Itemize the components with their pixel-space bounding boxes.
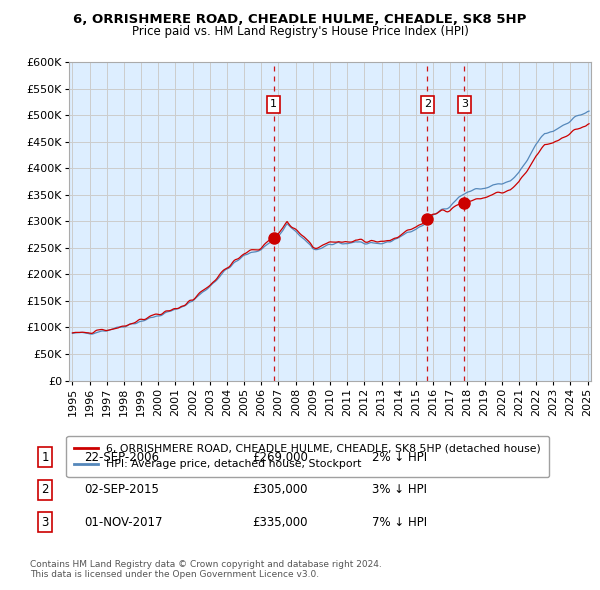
Text: 3% ↓ HPI: 3% ↓ HPI xyxy=(372,483,427,496)
Text: 3: 3 xyxy=(41,516,49,529)
Text: £269,000: £269,000 xyxy=(252,451,308,464)
Text: 7% ↓ HPI: 7% ↓ HPI xyxy=(372,516,427,529)
Text: £335,000: £335,000 xyxy=(252,516,308,529)
Text: Price paid vs. HM Land Registry's House Price Index (HPI): Price paid vs. HM Land Registry's House … xyxy=(131,25,469,38)
Text: 1: 1 xyxy=(41,451,49,464)
Text: 2: 2 xyxy=(41,483,49,496)
Text: 2: 2 xyxy=(424,100,431,109)
Text: 1: 1 xyxy=(270,100,277,109)
Legend: 6, ORRISHMERE ROAD, CHEADLE HULME, CHEADLE, SK8 5HP (detached house), HPI: Avera: 6, ORRISHMERE ROAD, CHEADLE HULME, CHEAD… xyxy=(67,437,549,477)
Text: 02-SEP-2015: 02-SEP-2015 xyxy=(84,483,159,496)
Text: 01-NOV-2017: 01-NOV-2017 xyxy=(84,516,163,529)
Text: 3: 3 xyxy=(461,100,468,109)
Text: 2% ↓ HPI: 2% ↓ HPI xyxy=(372,451,427,464)
Text: Contains HM Land Registry data © Crown copyright and database right 2024.
This d: Contains HM Land Registry data © Crown c… xyxy=(30,560,382,579)
Text: £305,000: £305,000 xyxy=(252,483,308,496)
Text: 22-SEP-2006: 22-SEP-2006 xyxy=(84,451,159,464)
Text: 6, ORRISHMERE ROAD, CHEADLE HULME, CHEADLE, SK8 5HP: 6, ORRISHMERE ROAD, CHEADLE HULME, CHEAD… xyxy=(73,13,527,26)
